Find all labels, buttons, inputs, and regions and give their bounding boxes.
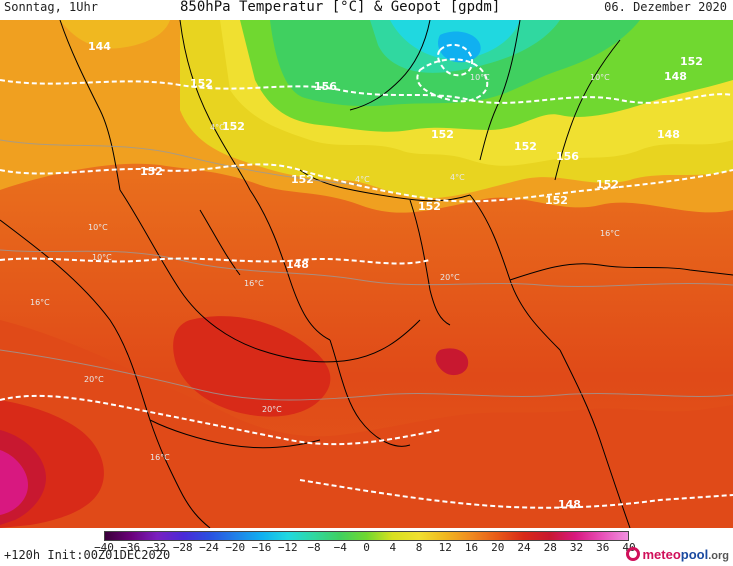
colorbar-tick-label: −12 (278, 541, 298, 554)
temp-label: 10°C (88, 223, 108, 232)
geopot-label: 156 (556, 150, 579, 163)
colorbar-tick-label: −8 (307, 541, 320, 554)
colorbar-tick-label: −20 (225, 541, 245, 554)
temp-label: 10°C (92, 253, 112, 262)
meteopool-logo[interactable]: meteopool.org (626, 544, 729, 564)
geopot-label: 148 (286, 258, 309, 271)
map-title: 850hPa Temperatur [°C] & Geopot [gpdm] (180, 0, 500, 15)
run-info-text: +120h Init:00Z01DEC2020 (4, 548, 170, 562)
colorbar-tick-label: −28 (173, 541, 193, 554)
colorbar-tick-label: 32 (570, 541, 583, 554)
logo-text-meteo: meteo (642, 547, 680, 562)
temp-label: 16°C (150, 453, 170, 462)
colorbar-ticks: −40 −36 −32 −28 −24 −20 −16 −12 −8 −4 0 4 8 12 16 20 24 2… (104, 541, 629, 555)
geopot-label: 152 (545, 194, 568, 207)
colorbar-tick-label: 24 (517, 541, 530, 554)
geopot-label: 152 (514, 140, 537, 153)
colorbar-tick-label: 28 (544, 541, 557, 554)
valid-date-text: 06. Dezember 2020 (604, 0, 727, 14)
weather-map: 152 152 152 156 152 152 152 152 152 148 … (0, 20, 733, 528)
temp-label: 16°C (30, 298, 50, 307)
geopot-label: 148 (657, 128, 680, 141)
temperature-field (0, 20, 733, 528)
map-footer: −40 −36 −32 −28 −24 −20 −16 −12 −8 −4 0 4 8 12 16 20 24 2… (0, 528, 733, 566)
map-header: Sonntag, 1Uhr 850hPa Temperatur [°C] & G… (0, 0, 733, 20)
temp-label: 20°C (262, 405, 282, 414)
geopot-label: 152 (140, 165, 163, 178)
temp-label: 10°C (590, 73, 610, 82)
colorbar-tick-label: −24 (199, 541, 219, 554)
geopot-label: 152 (431, 128, 454, 141)
temp-label: 4°C (355, 175, 370, 184)
logo-text-domain: .org (708, 550, 729, 562)
temp-label: 4°C (450, 173, 465, 182)
geopot-label: 152 (291, 173, 314, 186)
geopot-label: 152 (596, 178, 619, 191)
colorbar-tick-label: 16 (465, 541, 478, 554)
geopot-label: 152 (190, 77, 213, 90)
geopot-label: 152 (222, 120, 245, 133)
geopot-label: 152 (680, 55, 703, 68)
colorbar-tick-label: 20 (491, 541, 504, 554)
temp-label: 20°C (440, 273, 460, 282)
colorbar-tick-label: 8 (416, 541, 423, 554)
colorbar-tick-label: 0 (363, 541, 370, 554)
geopot-label: 148 (664, 70, 687, 83)
logo-text: meteopool.org (642, 547, 729, 562)
geopot-label: 156 (314, 80, 337, 93)
temp-label: 4°C (210, 123, 225, 132)
colorbar-tick-label: 4 (389, 541, 396, 554)
colorbar-tick-label: −16 (252, 541, 272, 554)
colorbar-tick-label: 12 (439, 541, 452, 554)
colorbar-tick-label: −4 (334, 541, 347, 554)
valid-day-text: Sonntag, 1Uhr (4, 0, 98, 14)
geopot-label: 148 (558, 498, 581, 511)
temp-label: 16°C (600, 229, 620, 238)
temp-label: 16°C (244, 279, 264, 288)
temp-label: 10°C (470, 73, 490, 82)
geopot-label: 152 (418, 200, 441, 213)
geopot-label: 144 (88, 40, 111, 53)
logo-text-pool: pool (681, 547, 708, 562)
logo-mark-icon (626, 547, 640, 561)
temperature-colorbar (104, 531, 629, 541)
colorbar-tick-label: 36 (596, 541, 609, 554)
temp-label: 20°C (84, 375, 104, 384)
